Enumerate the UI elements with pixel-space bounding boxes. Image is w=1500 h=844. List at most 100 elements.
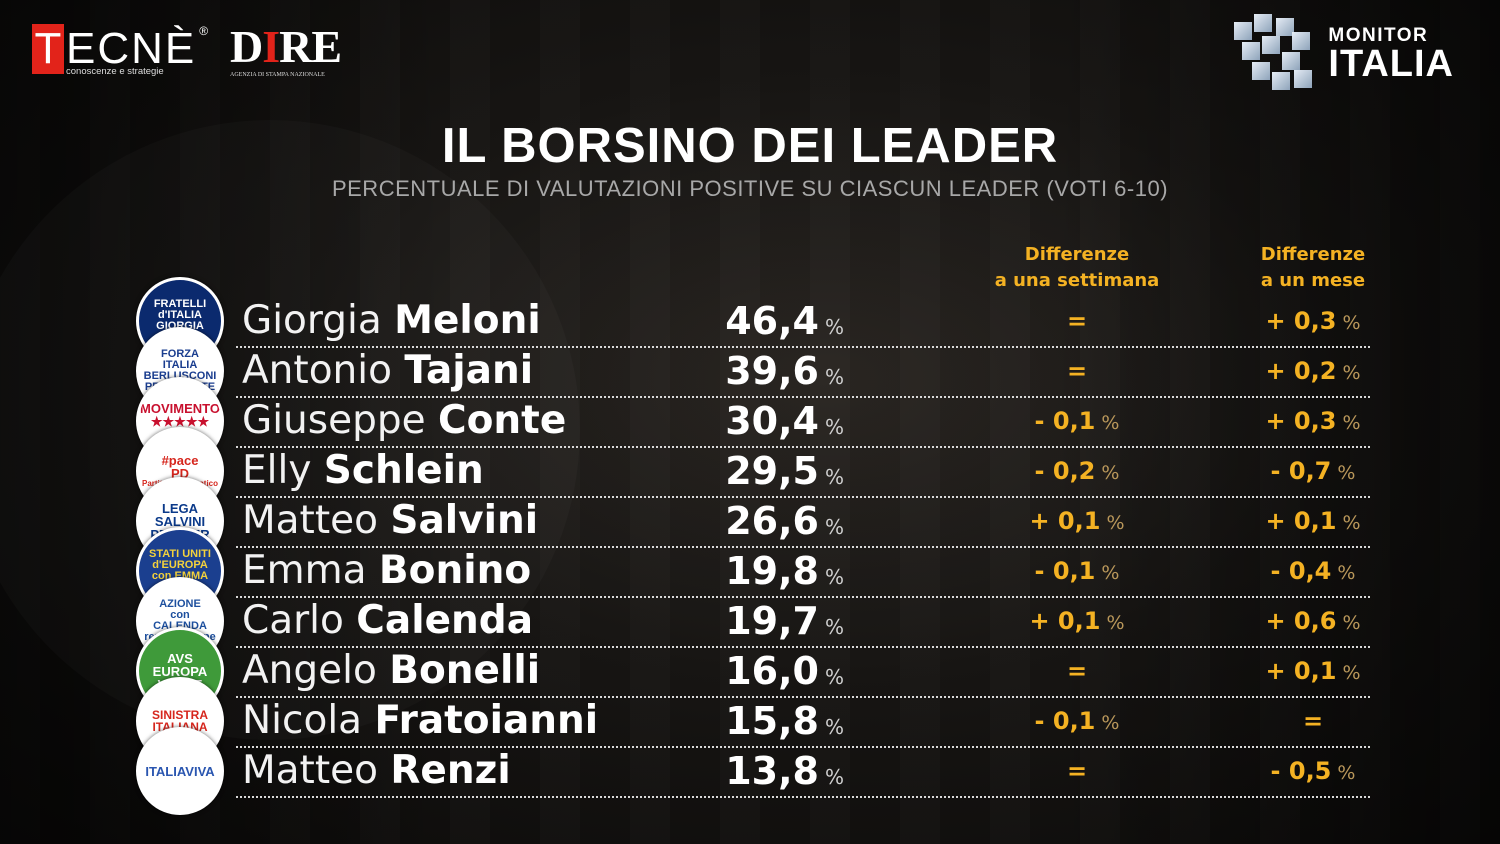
row-divider <box>236 346 1370 348</box>
week-diff-value: = <box>1066 657 1088 685</box>
party-logo-text: GIORGIA <box>156 320 204 332</box>
week-diff: = <box>967 650 1187 692</box>
header-line: a un mese <box>1260 270 1366 291</box>
party-logo-text: FRATELLI <box>153 298 207 310</box>
dire-logo: DIRE AGENZIA DI STAMPA NAZIONALE <box>230 21 342 79</box>
party-logo-text: SALVINI <box>154 513 206 529</box>
approval-unit: % <box>824 715 844 739</box>
dire-tagline: AGENZIA DI STAMPA NAZIONALE <box>230 72 325 78</box>
month-diff-value: + 0,3 <box>1265 407 1337 435</box>
month-diff: = <box>1203 700 1423 742</box>
row-divider <box>236 496 1370 498</box>
table-row: SINISTRAITALIANANicola Fratoianni15,8%- … <box>136 677 1370 765</box>
leader-name: Giuseppe Conte <box>242 398 566 444</box>
week-diff: - 0,1% <box>967 400 1187 444</box>
approval-unit: % <box>824 465 844 489</box>
month-diff: - 0,4% <box>1203 550 1423 594</box>
approval-unit: % <box>824 765 844 789</box>
approval-number: 13,8 <box>725 749 819 793</box>
approval-value: 46,4% <box>696 298 844 350</box>
table-row: ITALIAVIVA Matteo Renzi 13,8% = - 0,5% <box>136 727 1370 815</box>
week-diff-unit: % <box>1101 562 1120 584</box>
month-diff-unit: % <box>1342 312 1361 334</box>
leader-last-name: Renzi <box>390 748 511 793</box>
leader-last-name: Fratoianni <box>374 698 599 743</box>
month-diff: + 0,6% <box>1203 600 1423 644</box>
row-divider <box>236 546 1370 548</box>
month-diff-unit: % <box>1337 462 1356 484</box>
approval-value: 15,8% <box>696 698 844 750</box>
leader-first-name: Emma <box>242 548 379 593</box>
leader-first-name: Elly <box>242 448 324 493</box>
approval-number: 15,8 <box>725 699 819 743</box>
month-diff-unit: % <box>1337 562 1356 584</box>
leader-first-name: Antonio <box>242 348 405 393</box>
week-diff-value: = <box>1066 307 1088 335</box>
approval-value: 19,8% <box>696 548 844 600</box>
party-logo-text: PD <box>170 466 190 481</box>
approval-unit: % <box>824 665 844 689</box>
week-diff: - 0,2% <box>967 450 1187 494</box>
month-diff: + 0,1% <box>1203 650 1423 694</box>
week-diff-value: = <box>1066 757 1088 785</box>
approval-value: 19,7% <box>696 598 844 650</box>
leader-name: Nicola Fratoianni <box>242 698 598 744</box>
leader-first-name: Giuseppe <box>242 398 438 443</box>
approval-number: 30,4 <box>725 399 819 443</box>
party-logo-text: AVS <box>167 650 193 666</box>
week-diff-value: - 0,1 <box>1034 407 1096 435</box>
month-diff-unit: % <box>1342 412 1361 434</box>
dire-wordmark-text: DIRE <box>230 21 342 72</box>
header-week-diff: Differenze a una settimana <box>967 242 1187 294</box>
approval-value: 39,6% <box>696 348 844 400</box>
header-line: Differenze <box>1260 244 1366 265</box>
approval-unit: % <box>824 415 844 439</box>
approval-value: 13,8% <box>696 748 844 800</box>
party-logo-text: #pace <box>161 453 199 468</box>
approval-unit: % <box>824 565 844 589</box>
leader-first-name: Giorgia <box>242 298 395 343</box>
party-logo-text: con EMMA <box>151 570 209 582</box>
month-diff-value: + 0,2 <box>1265 357 1337 385</box>
week-diff-value: - 0,2 <box>1034 457 1096 485</box>
leader-name: Angelo Bonelli <box>242 648 540 694</box>
week-diff-unit: % <box>1101 412 1120 434</box>
row-divider <box>236 796 1370 798</box>
chart-subtitle: PERCENTUALE DI VALUTAZIONI POSITIVE SU C… <box>331 176 1169 201</box>
approval-number: 19,8 <box>725 549 819 593</box>
row-divider <box>236 596 1370 598</box>
month-diff: - 0,5% <box>1203 750 1423 794</box>
tecne-logo: T ECNÈ ® conoscenze e strategie <box>32 24 210 77</box>
week-diff-value: - 0,1 <box>1034 557 1096 585</box>
approval-unit: % <box>824 615 844 639</box>
party-logo-text: SINISTRA <box>151 708 208 722</box>
row-divider <box>236 646 1370 648</box>
monitor-italia-logo: MONITOR ITALIA <box>1234 14 1454 94</box>
party-logo-text: ITALIA <box>162 359 198 371</box>
month-diff: + 0,1% <box>1203 500 1423 544</box>
leader-name: Matteo Renzi <box>242 748 511 794</box>
leader-last-name: Conte <box>438 398 567 443</box>
leader-last-name: Schlein <box>323 448 484 493</box>
party-logo-text: MOVIMENTO <box>140 400 220 416</box>
month-diff-value: + 0,1 <box>1265 507 1337 535</box>
month-diff-unit: % <box>1342 662 1361 684</box>
party-logo-text: BERLUSCONI <box>143 370 217 382</box>
week-diff-unit: % <box>1106 512 1125 534</box>
month-diff-value: = <box>1302 707 1324 735</box>
leader-first-name: Matteo <box>242 498 391 543</box>
party-logo-text: con <box>170 609 190 621</box>
leader-name: Matteo Salvini <box>242 498 538 544</box>
month-diff-value: - 0,5 <box>1270 757 1332 785</box>
party-logo-text: d'EUROPA <box>152 559 208 571</box>
month-diff-unit: % <box>1342 612 1361 634</box>
week-diff: = <box>967 750 1187 792</box>
leader-last-name: Meloni <box>394 298 541 343</box>
approval-number: 19,7 <box>725 599 819 643</box>
row-divider <box>236 746 1370 748</box>
week-diff: - 0,1% <box>967 700 1187 744</box>
approval-unit: % <box>824 365 844 389</box>
dire-wordmark: DIRE <box>230 21 342 72</box>
approval-value: 16,0% <box>696 648 844 700</box>
